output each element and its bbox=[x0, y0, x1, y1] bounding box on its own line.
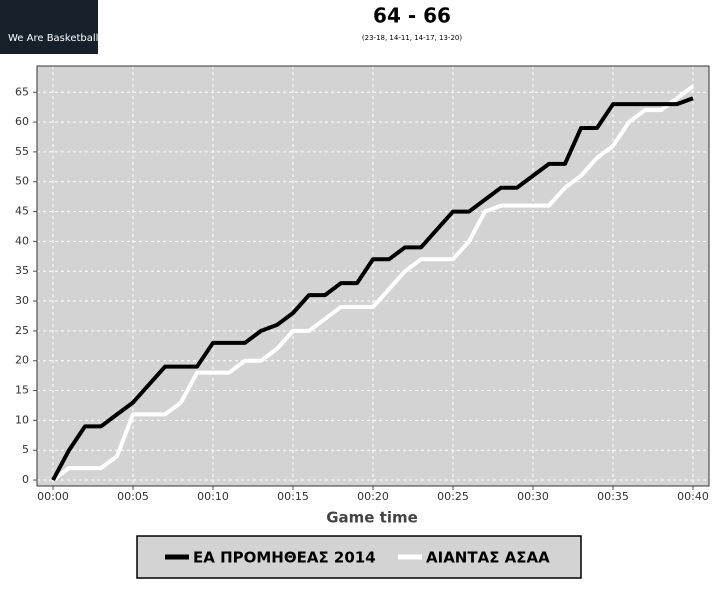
x-tick-label: 00:05 bbox=[117, 490, 149, 503]
y-tick-label: 40 bbox=[15, 234, 29, 247]
logo-box bbox=[0, 0, 98, 54]
y-tick-label: 55 bbox=[15, 145, 29, 158]
y-tick-label: 30 bbox=[15, 294, 29, 307]
x-tick-label: 00:30 bbox=[517, 490, 549, 503]
x-tick-label: 00:25 bbox=[437, 490, 469, 503]
y-tick-label: 25 bbox=[15, 324, 29, 337]
y-tick-label: 5 bbox=[22, 443, 29, 456]
y-tick-label: 35 bbox=[15, 264, 29, 277]
y-tick-label: 10 bbox=[15, 413, 29, 426]
y-tick-label: 60 bbox=[15, 115, 29, 128]
logo-text: We Are Basketball bbox=[8, 33, 98, 44]
x-axis-label: Game time bbox=[326, 509, 418, 527]
x-tick-label: 00:35 bbox=[597, 490, 629, 503]
y-tick-label: 45 bbox=[15, 205, 29, 218]
series-line bbox=[51, 84, 695, 482]
y-tick-label: 50 bbox=[15, 175, 29, 188]
x-tick-label: 00:15 bbox=[277, 490, 309, 503]
chart-title: 64 - 66 bbox=[373, 4, 451, 28]
legend-label: ΕΑ ΠΡΟΜΗΘΕΑΣ 2014 bbox=[193, 549, 376, 567]
y-tick-label: 0 bbox=[22, 473, 29, 486]
legend-label: ΑΙΑΝΤΑΣ ΑΣΑΑ bbox=[426, 549, 550, 567]
y-tick-label: 15 bbox=[15, 384, 29, 397]
chart-subtitle: (23-18, 14-11, 14-17, 13-20) bbox=[362, 34, 462, 42]
plot-frame bbox=[36, 65, 710, 487]
series-line bbox=[51, 96, 694, 481]
x-tick-label: 00:00 bbox=[37, 490, 69, 503]
x-tick-label: 00:20 bbox=[357, 490, 389, 503]
x-tick-label: 00:10 bbox=[197, 490, 229, 503]
y-tick-label: 65 bbox=[15, 85, 29, 98]
y-tick-label: 20 bbox=[15, 354, 29, 367]
legend bbox=[136, 535, 582, 579]
x-tick-label: 00:40 bbox=[677, 490, 709, 503]
